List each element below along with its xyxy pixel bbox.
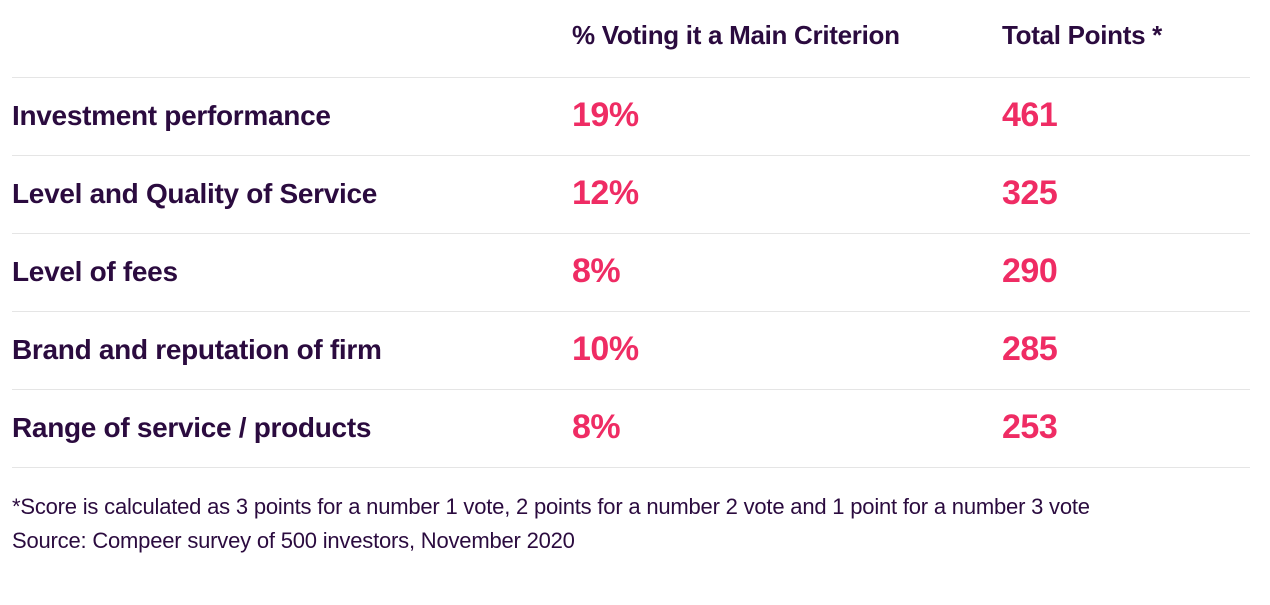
- row-points: 461: [1002, 78, 1250, 156]
- criteria-table: % Voting it a Main Criterion Total Point…: [12, 20, 1250, 468]
- footnote-source: Source: Compeer survey of 500 investors,…: [12, 524, 1250, 558]
- table-row: Level and Quality of Service 12% 325: [12, 156, 1250, 234]
- row-label: Brand and reputation of firm: [12, 312, 572, 390]
- row-label: Range of service / products: [12, 390, 572, 468]
- row-label: Investment performance: [12, 78, 572, 156]
- row-points: 290: [1002, 234, 1250, 312]
- col-header-points: Total Points *: [1002, 20, 1250, 78]
- table-container: % Voting it a Main Criterion Total Point…: [0, 0, 1270, 588]
- row-label: Level of fees: [12, 234, 572, 312]
- col-header-pct: % Voting it a Main Criterion: [572, 20, 1002, 78]
- col-header-blank: [12, 20, 572, 78]
- table-row: Level of fees 8% 290: [12, 234, 1250, 312]
- footnote-score: *Score is calculated as 3 points for a n…: [12, 490, 1250, 524]
- row-pct: 10%: [572, 312, 1002, 390]
- footnotes: *Score is calculated as 3 points for a n…: [12, 490, 1250, 558]
- table-row: Range of service / products 8% 253: [12, 390, 1250, 468]
- table-header-row: % Voting it a Main Criterion Total Point…: [12, 20, 1250, 78]
- row-label: Level and Quality of Service: [12, 156, 572, 234]
- row-pct: 8%: [572, 390, 1002, 468]
- row-pct: 8%: [572, 234, 1002, 312]
- table-row: Investment performance 19% 461: [12, 78, 1250, 156]
- row-points: 253: [1002, 390, 1250, 468]
- table-row: Brand and reputation of firm 10% 285: [12, 312, 1250, 390]
- row-points: 325: [1002, 156, 1250, 234]
- row-pct: 19%: [572, 78, 1002, 156]
- row-points: 285: [1002, 312, 1250, 390]
- row-pct: 12%: [572, 156, 1002, 234]
